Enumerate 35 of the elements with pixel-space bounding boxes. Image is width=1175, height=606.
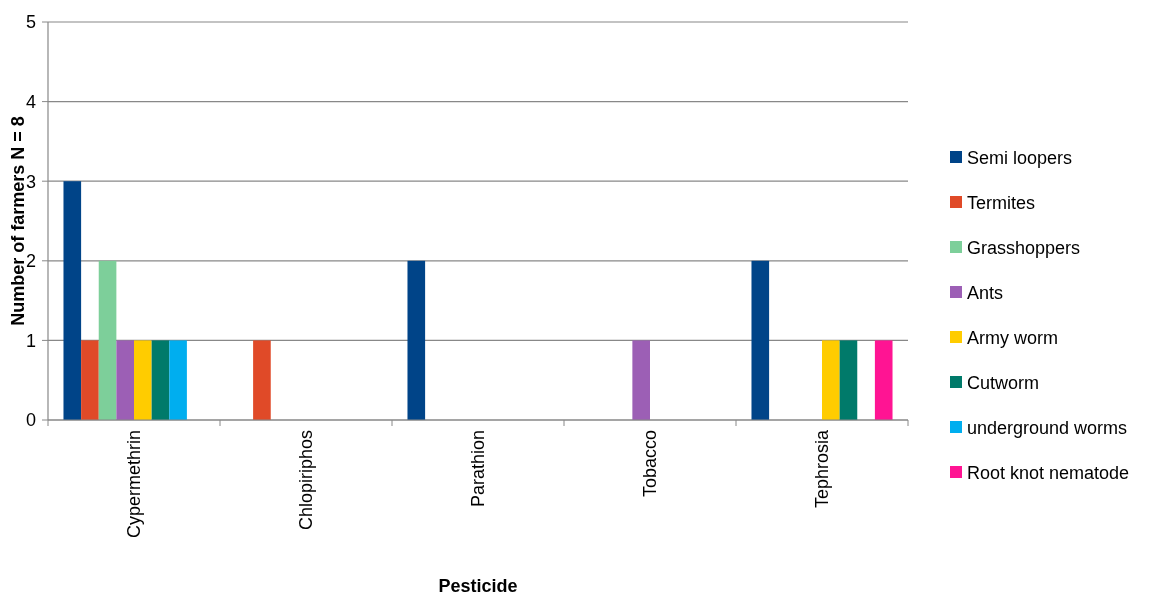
x-tick-label: Chlopiriphos [296,430,317,531]
legend-label: Grasshoppers [967,238,1081,259]
y-tick-label: 2 [25,251,36,272]
legend-label: Ants [967,283,1004,304]
bar [134,340,152,420]
x-tick-label: Tobacco [640,430,661,498]
bar [407,260,426,420]
legend-label: Termites [967,193,1036,214]
bar [822,340,840,420]
x-tick-label: Tephrosia [812,429,833,509]
x-tick-label: Parathion [468,430,489,508]
legend-label: Semi loopers [967,148,1073,169]
bar [98,260,117,420]
y-tick-label: 3 [25,171,36,192]
bar [839,340,858,420]
legend-label: underground worms [967,418,1128,439]
bar [169,340,187,420]
bar [632,340,650,420]
bar [63,181,82,420]
y-tick-label: 0 [25,410,36,431]
bar [151,340,170,420]
x-axis-title: Pesticide [438,576,518,596]
y-tick-label: 4 [25,91,36,112]
x-tick-label: Cypermethrin [124,430,145,539]
legend-label: Army worm [967,328,1058,349]
y-axis-title: Number of farmers N = 8 [8,116,28,326]
y-tick-label: 5 [25,12,36,33]
bar [81,340,99,420]
bar [874,340,893,420]
legend-label: Root knot nematode [967,463,1130,484]
legend-label: Cutworm [967,373,1040,394]
bar [116,340,134,420]
bar [751,260,770,420]
y-tick-label: 1 [25,330,36,351]
bar [253,340,271,420]
